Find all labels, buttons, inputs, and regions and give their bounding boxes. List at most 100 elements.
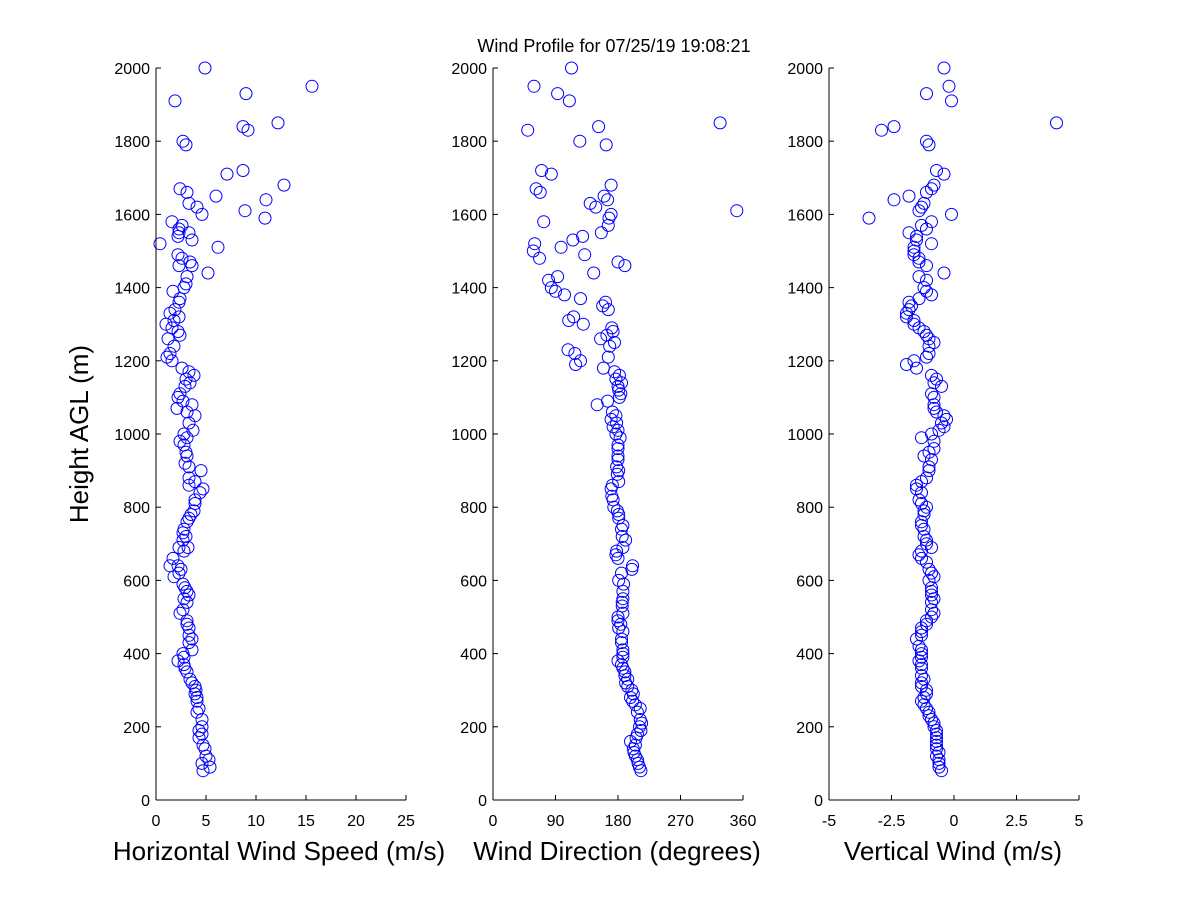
wind-direction-point — [574, 292, 587, 306]
horizontal-wind-speed-point — [184, 508, 198, 521]
wind-direction-point — [609, 427, 623, 441]
wind-direction-point — [528, 237, 542, 251]
wind-direction-point — [612, 390, 626, 404]
horizontal-wind-speed-y-tick-label: 1400 — [114, 281, 150, 298]
horizontal-wind-speed-point — [182, 196, 196, 210]
vertical-wind-point — [912, 255, 926, 269]
horizontal-wind-speed-point — [201, 266, 215, 280]
vertical-wind-point — [930, 727, 943, 741]
vertical-wind-point — [902, 303, 916, 317]
horizontal-wind-speed-point — [173, 182, 187, 196]
vertical-wind-point — [917, 672, 931, 686]
wind-direction-point — [535, 164, 549, 177]
wind-direction-point — [566, 233, 580, 247]
vertical-wind-point — [912, 493, 926, 507]
vertical-wind-point — [935, 416, 948, 430]
vertical-wind-point — [920, 273, 933, 287]
vertical-wind-point — [915, 647, 928, 661]
vertical-wind-point — [920, 702, 933, 715]
wind-direction-x-tick-label: 270 — [667, 813, 694, 830]
vertical-wind-point — [922, 464, 936, 478]
wind-direction-point — [521, 123, 535, 137]
wind-direction-point — [612, 475, 626, 489]
horizontal-wind-speed-point — [182, 636, 196, 650]
vertical-wind-point — [907, 314, 921, 327]
wind-direction-point — [616, 643, 630, 657]
wind-direction-point — [608, 336, 621, 349]
vertical-wind-point — [875, 123, 888, 137]
horizontal-wind-speed-point — [177, 544, 191, 558]
vertical-wind-point — [930, 372, 943, 386]
vertical-wind-point — [915, 650, 928, 664]
vertical-wind-point — [915, 515, 928, 529]
wind-direction-point — [562, 314, 576, 327]
vertical-wind-y-tick-label: 400 — [796, 647, 823, 664]
horizontal-wind-speed-point — [165, 215, 179, 229]
horizontal-wind-speed-point — [188, 409, 202, 423]
horizontal-wind-speed-point — [182, 460, 196, 474]
vertical-wind-point — [925, 713, 938, 726]
vertical-wind-point — [920, 683, 933, 697]
vertical-wind-point — [925, 427, 938, 441]
horizontal-wind-speed-point — [179, 277, 193, 291]
vertical-wind-y-tick-label: 600 — [796, 573, 823, 590]
horizontal-wind-speed-point — [172, 295, 186, 309]
wind-direction-point — [610, 467, 624, 481]
wind-direction-x-tick-label: 180 — [605, 813, 632, 830]
horizontal-wind-speed-point — [190, 691, 204, 704]
horizontal-wind-speed-point — [179, 138, 193, 152]
vertical-wind-x-tick-label: -2.5 — [878, 813, 906, 830]
wind-direction-point — [529, 182, 543, 196]
wind-direction-point — [611, 423, 625, 437]
wind-direction-point — [612, 368, 626, 382]
vertical-wind-point — [920, 555, 933, 569]
vertical-wind-point — [912, 292, 926, 306]
horizontal-wind-speed-point — [185, 233, 199, 247]
wind-direction-point — [626, 687, 640, 701]
horizontal-wind-speed-point — [202, 753, 216, 767]
vertical-wind-point — [927, 178, 941, 192]
horizontal-wind-speed-panel: 0 200 400 600 800 1000 1200 1400 1600 1800 2000 0 5 1… — [113, 61, 445, 866]
horizontal-wind-speed-x-tick-label: 10 — [247, 813, 265, 830]
wind-direction-point — [615, 530, 629, 543]
vertical-wind-point — [920, 350, 933, 364]
wind-direction-point — [554, 240, 568, 254]
wind-direction-point — [616, 625, 630, 639]
horizontal-wind-speed-point — [175, 361, 189, 375]
wind-direction-point — [621, 672, 635, 686]
wind-direction-point — [589, 200, 603, 214]
wind-direction-x-tick-label: 0 — [489, 813, 498, 830]
wind-direction-point — [594, 226, 608, 240]
wind-direction-y-tick-label: 1000 — [451, 427, 487, 444]
wind-direction-point — [611, 449, 625, 463]
wind-direction-point — [611, 610, 625, 624]
vertical-wind-y-tick-label: 200 — [796, 720, 823, 737]
horizontal-wind-speed-point — [174, 562, 188, 576]
vertical-wind-y-tick-label: 1400 — [787, 281, 823, 298]
horizontal-wind-speed-point — [178, 661, 192, 675]
horizontal-wind-speed-point — [173, 387, 187, 401]
vertical-wind-point — [937, 61, 951, 75]
wind-direction-point — [635, 716, 649, 730]
vertical-wind-x-tick-label: 0 — [950, 813, 959, 830]
wind-direction-point — [574, 354, 587, 368]
vertical-wind-point — [917, 691, 931, 704]
wind-direction-point — [606, 493, 620, 507]
vertical-wind-point — [922, 347, 936, 360]
wind-direction-point — [533, 251, 546, 265]
wind-direction-point — [618, 665, 632, 679]
horizontal-wind-speed-point — [187, 504, 201, 518]
horizontal-wind-speed-point — [153, 237, 167, 251]
horizontal-wind-speed-point — [180, 185, 194, 199]
horizontal-wind-speed-point — [259, 193, 273, 207]
horizontal-wind-speed-point — [192, 724, 206, 737]
horizontal-wind-speed-x-tick-label: 15 — [297, 813, 315, 830]
horizontal-wind-speed-y-tick-label: 1600 — [114, 207, 150, 224]
vertical-wind-point — [920, 500, 933, 514]
horizontal-wind-speed-point — [238, 204, 252, 218]
vertical-wind-point — [902, 295, 916, 309]
vertical-wind-point — [902, 189, 916, 203]
wind-direction-point — [544, 167, 558, 181]
vertical-wind-point — [912, 654, 926, 668]
vertical-wind-x-tick-label: 2.5 — [1005, 813, 1027, 830]
